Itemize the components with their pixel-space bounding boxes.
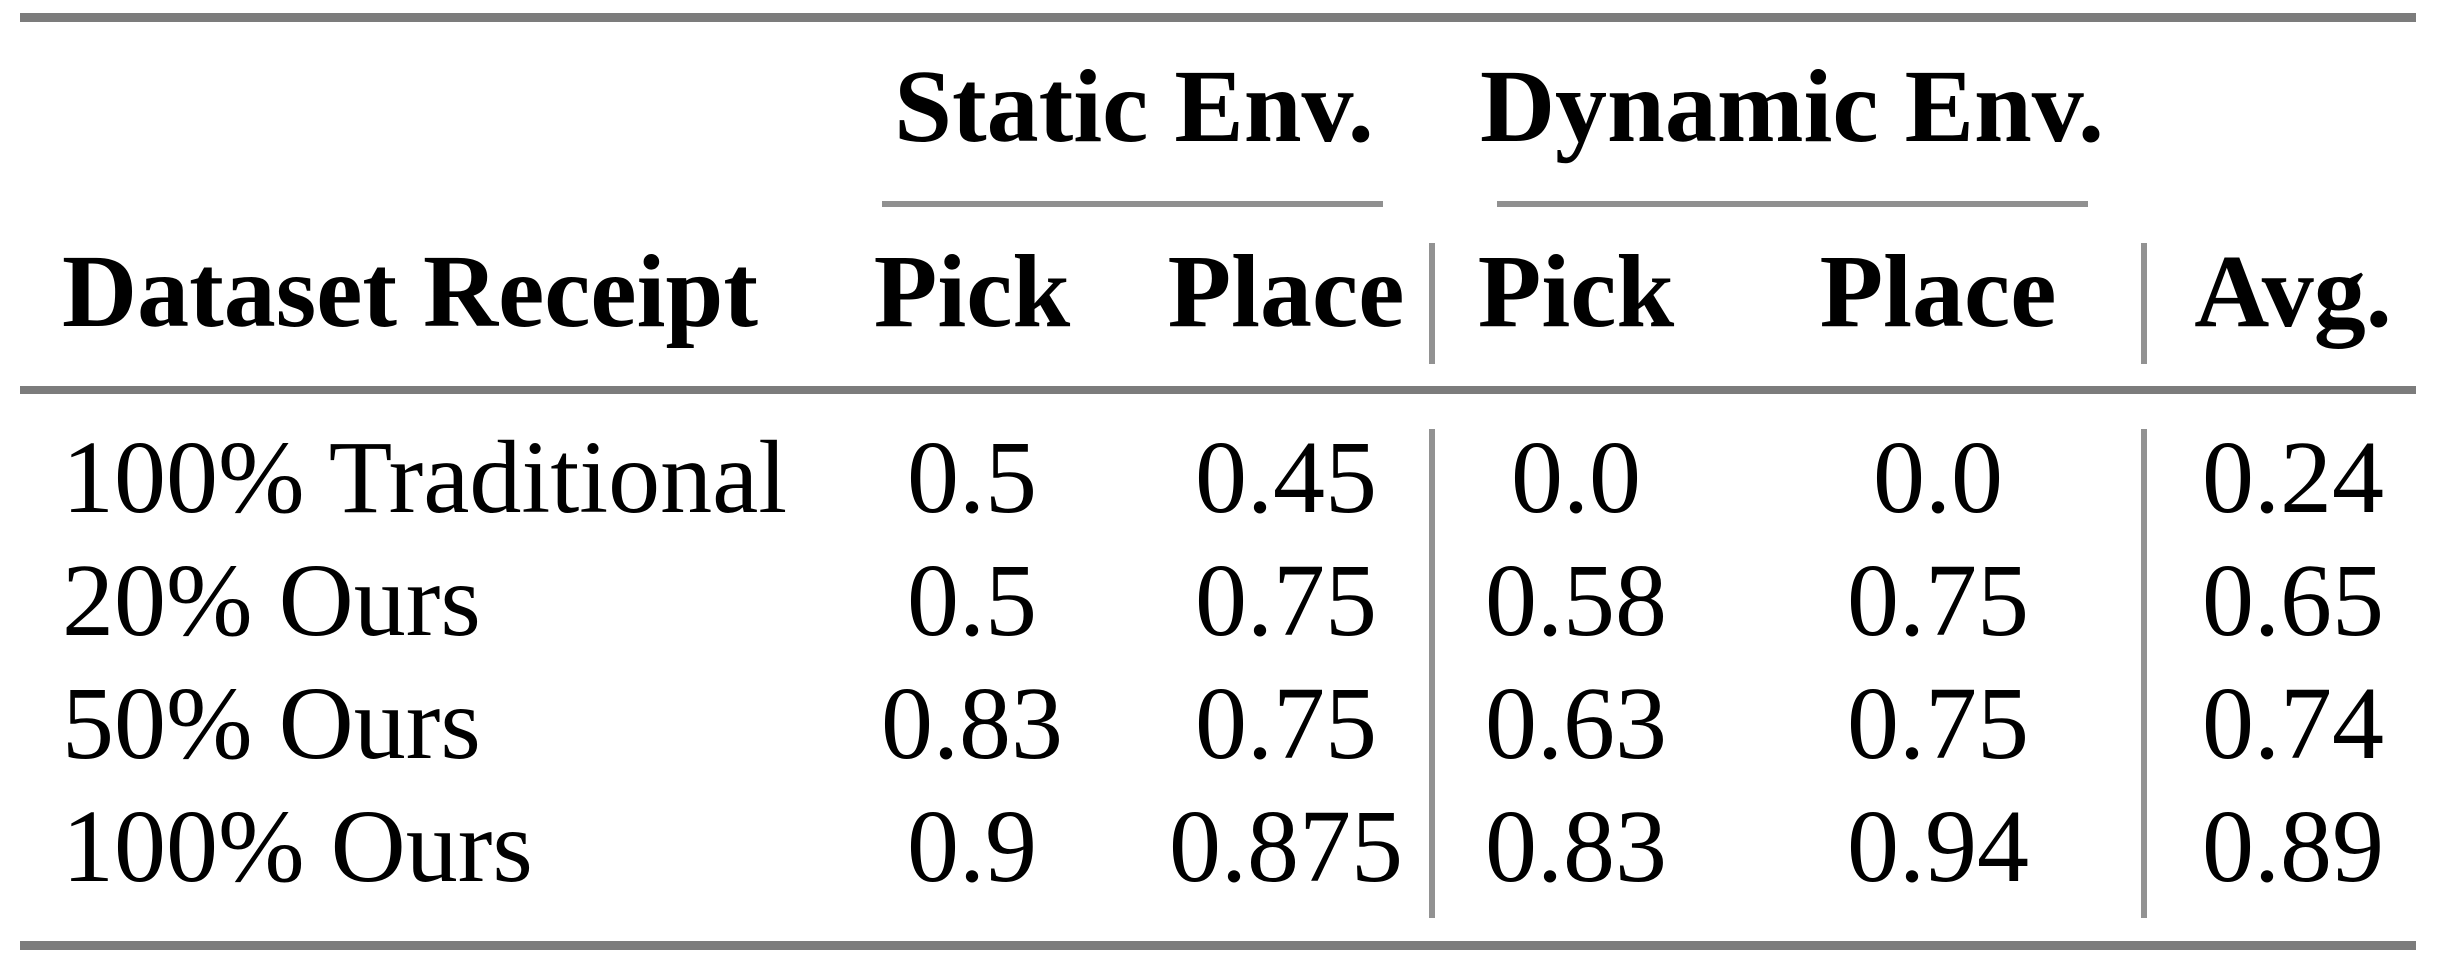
cell-dynamic-pick: 0.0 (1511, 419, 1641, 535)
cell-dynamic-pick: 0.83 (1485, 788, 1667, 904)
table-bottom-rule (20, 941, 2416, 950)
cell-dynamic-place: 0.94 (1847, 788, 2029, 904)
cell-avg: 0.74 (2202, 665, 2384, 781)
row-label: 20% Ours (62, 542, 481, 658)
dynamic-env-cmidrule (1497, 201, 2088, 207)
header-avg: Avg. (2194, 233, 2392, 349)
vertical-separator-1-body (1429, 429, 1435, 918)
cell-dynamic-place: 0.75 (1847, 542, 2029, 658)
header-static-place: Place (1167, 233, 1405, 349)
cell-dynamic-pick: 0.63 (1485, 665, 1667, 781)
cell-avg: 0.89 (2202, 788, 2384, 904)
cell-static-pick: 0.83 (881, 665, 1063, 781)
cell-dynamic-place: 0.75 (1847, 665, 2029, 781)
table-top-rule (20, 13, 2416, 22)
cell-static-pick: 0.5 (907, 542, 1037, 658)
header-dataset-receipt: Dataset Receipt (62, 233, 758, 349)
vertical-separator-1-header (1429, 243, 1435, 364)
cell-static-place: 0.75 (1195, 665, 1377, 781)
row-label: 100% Ours (62, 788, 533, 904)
cell-static-pick: 0.9 (907, 788, 1037, 904)
cell-static-pick: 0.5 (907, 419, 1037, 535)
column-group-dynamic-env: Dynamic Env. (1479, 48, 2105, 164)
table-row: 100% Ours 0.9 0.875 0.83 0.94 0.89 (0, 784, 2440, 918)
cell-static-place: 0.45 (1195, 419, 1377, 535)
column-group-static-env: Static Env. (894, 48, 1374, 164)
header-static-pick: Pick (873, 233, 1071, 349)
cell-avg: 0.65 (2202, 542, 2384, 658)
table-row: 100% Traditional 0.5 0.45 0.0 0.0 0.24 (0, 415, 2440, 549)
vertical-separator-2-body (2141, 429, 2147, 918)
row-label: 50% Ours (62, 665, 481, 781)
cell-dynamic-place: 0.0 (1873, 419, 2003, 535)
column-header-row: Dataset Receipt Pick Place Pick Place Av… (0, 229, 2440, 363)
cell-static-place: 0.875 (1169, 788, 1403, 904)
table-row: 50% Ours 0.83 0.75 0.63 0.75 0.74 (0, 661, 2440, 795)
header-dynamic-pick: Pick (1477, 233, 1675, 349)
row-label: 100% Traditional (62, 419, 788, 535)
table-row: 20% Ours 0.5 0.75 0.58 0.75 0.65 (0, 538, 2440, 672)
cell-static-place: 0.75 (1195, 542, 1377, 658)
vertical-separator-2-header (2141, 243, 2147, 364)
header-dynamic-place: Place (1819, 233, 2057, 349)
column-group-row: Static Env. Dynamic Env. (0, 44, 2440, 178)
static-env-cmidrule (882, 201, 1383, 207)
table-header-rule (20, 386, 2416, 394)
cell-avg: 0.24 (2202, 419, 2384, 535)
cell-dynamic-pick: 0.58 (1485, 542, 1667, 658)
